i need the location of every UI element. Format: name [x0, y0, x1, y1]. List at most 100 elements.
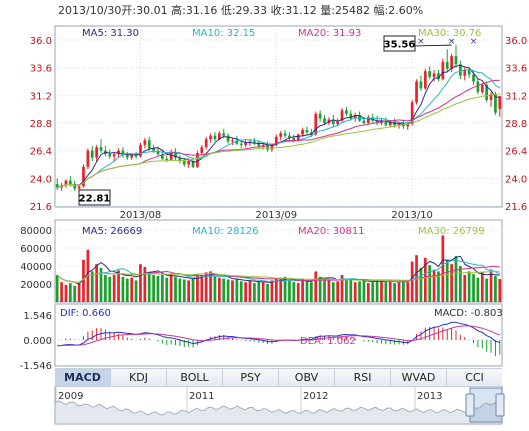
candle-body — [196, 152, 199, 167]
macd-legend-macd: MACD: -0.803 — [434, 308, 503, 319]
candle-body — [415, 81, 418, 103]
tab-rsi[interactable]: RSI — [335, 369, 391, 386]
candle-body — [64, 180, 68, 186]
low-label: 低: — [220, 4, 236, 17]
candle-body — [68, 180, 72, 185]
volume-bar — [226, 279, 230, 302]
macd-tick-label: 0.000 — [23, 336, 52, 347]
volume-legend-ma30: MA30: 26799 — [418, 226, 485, 237]
volume-bar — [68, 283, 72, 302]
volume-legend-ma20: MA20: 30811 — [298, 226, 365, 237]
tab-cci[interactable]: CCI — [465, 371, 484, 384]
volume-tick-label: 40000 — [20, 262, 52, 273]
tab-wvad[interactable]: WVAD — [391, 369, 447, 386]
price-tick-label-right: 26.4 — [505, 147, 527, 158]
candle-body — [375, 120, 379, 123]
candle-body — [209, 135, 212, 140]
candle-body — [235, 140, 239, 144]
volume-bar — [371, 282, 375, 302]
candle-body — [331, 119, 335, 125]
candle-body — [336, 120, 340, 125]
candle-body — [454, 56, 458, 65]
volume-bar — [441, 235, 445, 302]
candle-body — [161, 154, 164, 159]
volume-bar — [274, 278, 278, 302]
candle-body — [200, 147, 204, 153]
volume-bar — [494, 275, 497, 302]
candle-body — [384, 120, 388, 126]
volume-bar — [191, 278, 195, 302]
candle-body — [318, 113, 322, 119]
candle-body — [388, 121, 392, 126]
volume-bar — [196, 274, 199, 302]
volume-bar — [292, 282, 296, 302]
volume-bar — [432, 269, 436, 302]
tab-macd[interactable]: MACD — [55, 369, 111, 386]
candle-body — [178, 157, 182, 162]
candle-body — [134, 155, 138, 157]
price-panel: 36.0 36.0 33.6 33.6 31.2 31.2 28.8 28.8 26.4 26.4… — [30, 25, 527, 221]
candle-body — [283, 133, 287, 136]
candle-body — [441, 61, 445, 80]
volume-bar — [467, 271, 471, 302]
volume-bar — [248, 280, 252, 302]
candle-body — [121, 150, 125, 156]
low-callout-label: 22.81 — [79, 194, 111, 205]
candle-body — [261, 144, 265, 147]
price-tick-label-right: 31.2 — [505, 91, 527, 102]
event-marker-icon: × — [448, 37, 456, 47]
candle-body — [432, 73, 436, 77]
volume-bar — [375, 280, 379, 302]
candle-body — [292, 137, 296, 141]
volume-bar — [410, 261, 414, 302]
candle-body — [165, 158, 169, 160]
volume-bar — [301, 278, 304, 302]
tab-obv[interactable]: OBV — [279, 369, 335, 386]
candle-body — [463, 69, 467, 76]
volume-bar — [445, 259, 449, 302]
tab-kdj[interactable]: KDJ — [111, 369, 167, 386]
candle-body — [174, 151, 177, 158]
price-tick-label-right: 28.8 — [505, 119, 527, 130]
volume-bar — [454, 256, 458, 302]
volume-bar — [204, 272, 208, 302]
candle-body — [55, 184, 59, 188]
volume-bar — [489, 269, 493, 302]
volume-bar — [231, 280, 234, 302]
navigator-handle-left[interactable] — [465, 393, 475, 417]
candle-body — [182, 161, 186, 165]
tab-boll[interactable]: BOLL — [167, 369, 223, 386]
navigator-year-label: 2009 — [58, 391, 83, 402]
price-tick-label-left: 31.2 — [30, 91, 52, 102]
ma10-line — [57, 69, 501, 189]
open-label: 开: — [121, 4, 137, 17]
candle-body — [257, 142, 261, 147]
volume-bar — [77, 284, 81, 302]
volume-bar — [480, 272, 484, 302]
low-value: 29.33 — [235, 4, 268, 17]
volume-bar — [358, 281, 361, 302]
candle-body — [310, 132, 313, 135]
low-callout-box — [78, 189, 111, 206]
volume-bar — [143, 266, 147, 302]
volume-bar — [310, 282, 313, 302]
candle-body — [90, 150, 94, 158]
candle-body — [226, 135, 230, 142]
volume-tick-label: 20000 — [20, 280, 52, 291]
candle-body — [345, 110, 348, 114]
volume-bar — [152, 275, 155, 302]
candle-body — [204, 139, 208, 148]
price-legend-ma20: MA20: 31.93 — [298, 28, 361, 39]
candle-body — [353, 114, 357, 119]
volume-bar — [156, 275, 160, 302]
candle-body — [279, 133, 283, 137]
volume-label: 量: — [320, 4, 335, 17]
navigator-handle-right[interactable] — [495, 393, 505, 417]
candle-body — [314, 113, 318, 135]
candle-body — [366, 117, 370, 123]
volume-bar — [336, 281, 340, 302]
tab-psy[interactable]: PSY — [223, 369, 279, 386]
price-tick-label-left: 24.0 — [30, 174, 52, 185]
volume-bar — [296, 283, 300, 302]
